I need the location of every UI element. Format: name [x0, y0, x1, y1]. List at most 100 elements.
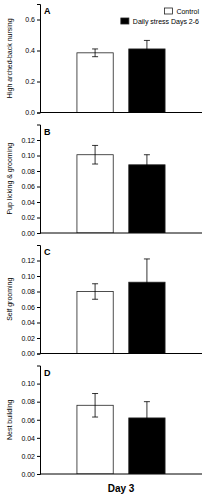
y-axis-line	[37, 5, 41, 114]
y-axis-line	[37, 125, 41, 234]
y-tick-mark	[37, 51, 40, 52]
bar	[129, 49, 165, 113]
y-tick-mark	[37, 140, 40, 141]
error-bar	[144, 155, 150, 175]
y-tick-mark	[37, 420, 40, 421]
y-tick-mark	[37, 171, 40, 172]
y-axis: 0.00.20.40.6	[25, 5, 40, 117]
plot-area	[77, 40, 165, 112]
y-tick: 0.04	[21, 199, 40, 206]
y-tick-label: 0.02	[21, 453, 35, 460]
y-tick-mark	[37, 218, 40, 219]
plot-area	[77, 394, 165, 474]
y-tick: 0.00	[21, 350, 40, 357]
y-tick-mark	[37, 438, 40, 439]
figure: 0.00.20.40.6AHigh arched-back nursingCon…	[0, 0, 208, 500]
y-tick-mark	[37, 233, 40, 234]
legend: Control Daily stress Days 2-6	[121, 8, 200, 26]
y-tick-label: 0.04	[21, 435, 35, 442]
x-axis-line	[40, 474, 202, 475]
y-tick: 0.10	[21, 380, 40, 387]
y-tick-label: 0.08	[21, 398, 35, 405]
y-tick-label: 0.00	[21, 350, 35, 357]
error-bar	[144, 259, 150, 306]
y-tick-mark	[37, 384, 40, 385]
y-tick: 0.12	[21, 137, 40, 144]
legend-label: Control	[176, 8, 199, 15]
legend-swatch	[121, 18, 129, 24]
y-tick-label: 0.02	[21, 335, 35, 342]
y-tick: 0.02	[21, 453, 40, 460]
y-tick-mark	[37, 82, 40, 83]
panel: 0.000.020.040.060.080.100.12BPup licking…	[6, 125, 202, 237]
y-axis: 0.000.020.040.060.080.100.12	[21, 125, 40, 237]
x-axis-line	[40, 353, 202, 354]
y-tick: 0.0	[25, 109, 40, 116]
y-tick: 0.08	[21, 168, 40, 175]
legend-label: Daily stress Days 2-6	[133, 18, 199, 26]
y-tick-label: 0.06	[21, 183, 35, 190]
legend-swatch	[164, 8, 172, 14]
y-axis-title: Self grooming	[6, 278, 14, 321]
y-tick: 0.2	[25, 78, 40, 85]
y-tick-mark	[37, 261, 40, 262]
y-tick-mark	[37, 402, 40, 403]
y-tick-mark	[37, 323, 40, 324]
y-tick: 0.06	[21, 416, 40, 423]
panel-label: B	[44, 127, 51, 137]
bar	[77, 292, 113, 354]
y-tick-label: 0.00	[21, 230, 35, 237]
panel: 0.000.020.040.060.080.100.12CSelf groomi…	[6, 246, 202, 358]
y-tick-mark	[37, 456, 40, 457]
y-tick-mark	[37, 20, 40, 21]
panel-label: D	[44, 368, 51, 378]
panel-label: C	[44, 247, 51, 257]
error-bar	[92, 49, 98, 57]
y-tick: 0.04	[21, 435, 40, 442]
y-tick-mark	[37, 292, 40, 293]
y-tick-mark	[37, 156, 40, 157]
y-tick: 0.02	[21, 335, 40, 342]
y-tick-mark	[37, 474, 40, 475]
y-tick: 0.10	[21, 273, 40, 280]
y-tick: 0.08	[21, 398, 40, 405]
y-tick-label: 0.10	[21, 273, 35, 280]
error-bar	[144, 40, 150, 57]
plot-area	[77, 145, 165, 233]
panel-label: A	[44, 6, 51, 16]
y-tick: 0.06	[21, 304, 40, 311]
y-tick: 0.08	[21, 288, 40, 295]
y-tick-label: 0.08	[21, 288, 35, 295]
y-tick: 0.10	[21, 152, 40, 159]
x-axis-line	[40, 112, 202, 113]
y-axis: 0.00 0.02 0.04 0.06 0.08 0.10	[21, 366, 40, 478]
y-tick-mark	[37, 276, 40, 277]
y-tick-mark	[37, 187, 40, 188]
y-tick-label: 0.06	[21, 304, 35, 311]
y-tick-mark	[37, 338, 40, 339]
y-tick: 0.04	[21, 319, 40, 326]
y-tick: 0.6	[25, 16, 40, 23]
y-axis-title: Nest building	[6, 399, 14, 440]
y-tick-label: 0.00	[21, 471, 35, 478]
plot-area	[77, 259, 165, 354]
y-axis-line	[37, 246, 41, 355]
y-tick-label: 0.0	[25, 109, 35, 116]
y-tick-label: 0.04	[21, 319, 35, 326]
y-tick-label: 0.10	[21, 380, 35, 387]
error-bar	[92, 394, 98, 418]
error-bar	[92, 284, 98, 300]
y-tick-label: 0.6	[25, 16, 35, 23]
y-axis-line	[37, 366, 41, 475]
y-axis: 0.000.020.040.060.080.100.12	[21, 246, 40, 358]
y-tick: 0.06	[21, 183, 40, 190]
y-tick-label: 0.08	[21, 168, 35, 175]
panel: 0.000.020.040.060.080.10DNest buildingDa…	[6, 366, 202, 494]
x-axis-line	[40, 233, 202, 234]
y-axis-title: Pup licking & grooming	[6, 143, 14, 215]
y-tick-label: 0.04	[21, 199, 35, 206]
y-tick-label: 0.06	[21, 416, 35, 423]
bar	[77, 155, 113, 233]
y-tick-mark	[37, 113, 40, 114]
error-bar	[92, 145, 98, 164]
